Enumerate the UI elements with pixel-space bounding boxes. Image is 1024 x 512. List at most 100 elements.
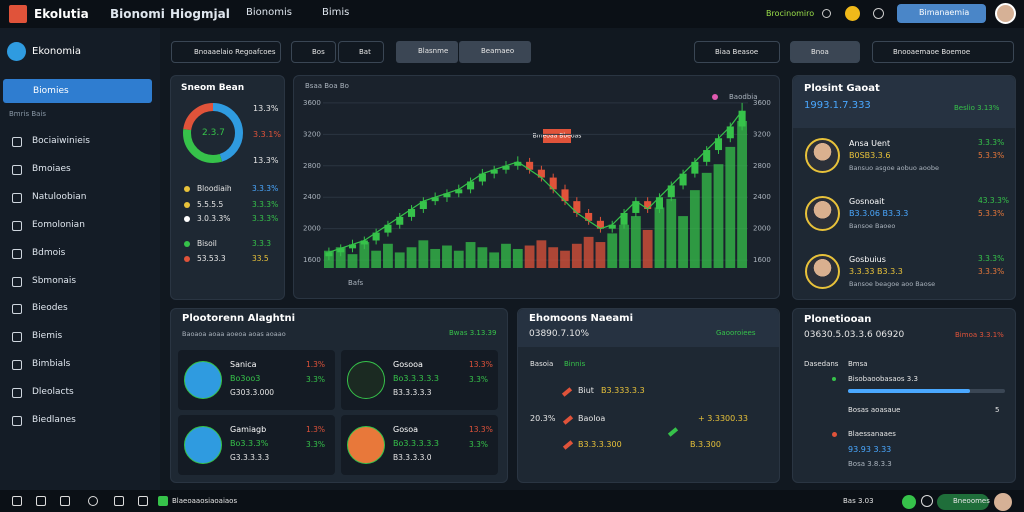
badge: Beslio 3.13% bbox=[954, 104, 1000, 112]
menu-icon bbox=[12, 248, 22, 259]
menu-icon bbox=[12, 276, 22, 287]
volume-bar bbox=[406, 247, 417, 268]
dropdown[interactable]: Biaa Beasoe bbox=[694, 41, 780, 63]
task-icon[interactable] bbox=[114, 496, 124, 506]
volume-bar bbox=[689, 190, 700, 268]
clock: Bas 3.03 bbox=[843, 497, 874, 505]
panel-value: 03890.7.10% bbox=[529, 329, 590, 339]
menu-item[interactable]: Biedlanes bbox=[32, 415, 76, 425]
search[interactable]: Bnoaaelaio Regoafcoes bbox=[171, 41, 281, 63]
volume-bar bbox=[512, 248, 523, 268]
menu-item[interactable]: Bmoiaes bbox=[32, 163, 71, 174]
candle-body bbox=[325, 252, 333, 257]
person-pct: 43.3.3% bbox=[978, 196, 1009, 205]
nav-item[interactable]: Bionomi bbox=[110, 7, 165, 21]
volume-bar bbox=[701, 172, 712, 268]
row-value: 3.3.3% bbox=[252, 200, 279, 209]
button[interactable]: Bimanaemia bbox=[897, 4, 986, 23]
menu-item[interactable]: Dleolacts bbox=[32, 387, 74, 398]
task-icon[interactable] bbox=[36, 496, 46, 506]
tab[interactable]: Beamaeo bbox=[459, 41, 531, 63]
task-icon[interactable] bbox=[12, 496, 22, 506]
task-icon[interactable] bbox=[138, 496, 148, 506]
row-value: 3.3.3 bbox=[252, 239, 272, 248]
card-title: Sanica bbox=[230, 360, 257, 369]
nav-item[interactable]: Bimis bbox=[322, 7, 350, 18]
person-pct: 3.3.3% bbox=[978, 138, 1005, 147]
volume-bar bbox=[630, 216, 641, 268]
legend: Bsaa Boa Bo bbox=[305, 82, 349, 90]
volume-bar bbox=[536, 240, 547, 268]
card-pct: 3.3% bbox=[306, 375, 326, 384]
candle-body bbox=[443, 193, 451, 198]
candle-body bbox=[408, 209, 416, 217]
flow-text: B3.333.3.3 bbox=[601, 386, 645, 395]
candle-body bbox=[396, 216, 404, 225]
volume-bar bbox=[548, 247, 559, 268]
active-item[interactable]: Biomies bbox=[3, 79, 152, 103]
dropdown[interactable]: Bnooaemaoe Boemoe bbox=[872, 41, 1014, 63]
person-value: B0SB3.3.6 bbox=[849, 151, 891, 160]
avatar bbox=[805, 138, 840, 173]
dot bbox=[184, 241, 190, 247]
candle-body bbox=[526, 161, 534, 170]
row-label: Bisoil bbox=[197, 239, 217, 248]
menu-item[interactable]: Bimbials bbox=[32, 359, 71, 370]
candle-body bbox=[419, 201, 427, 210]
tab[interactable]: Blasnme bbox=[396, 41, 458, 63]
dropdown[interactable]: Bos bbox=[291, 41, 336, 63]
card-icon bbox=[184, 361, 222, 399]
card-sub: G303.3.000 bbox=[230, 388, 274, 397]
y2-tick-label: 2400 bbox=[753, 193, 771, 201]
flow-text: B3.3.3.300 bbox=[578, 440, 622, 449]
person-value: B3.3.06 B3.3.3 bbox=[849, 209, 909, 218]
person-name: Gosnoait bbox=[849, 197, 885, 206]
logo bbox=[9, 5, 27, 23]
menu-icon bbox=[12, 416, 22, 426]
row-value: 3.3.3% bbox=[252, 214, 279, 223]
avatar bbox=[805, 196, 840, 231]
flow-text: 20.3% bbox=[530, 414, 556, 423]
dropdown[interactable]: Bat bbox=[338, 41, 384, 63]
panel-title: Plosint Gaoat bbox=[804, 83, 880, 94]
volume-bar bbox=[501, 243, 511, 268]
menu-item[interactable]: Bociaiwinieis bbox=[32, 136, 90, 146]
badge bbox=[543, 129, 571, 143]
volume-bar bbox=[666, 198, 677, 268]
task-app: Blaeoaaosiaoaiaos bbox=[172, 497, 238, 505]
volume-bar bbox=[430, 248, 441, 268]
status: Brocinomiro bbox=[766, 9, 815, 18]
candle-body bbox=[620, 212, 628, 225]
donut-label: 2.3.7 bbox=[202, 128, 225, 138]
menu-item[interactable]: Biemis bbox=[32, 331, 63, 342]
candle-body bbox=[431, 197, 439, 202]
task-icon[interactable] bbox=[60, 496, 70, 506]
nav-item[interactable]: Hiogmjal bbox=[170, 7, 230, 21]
menu-item[interactable]: Eomolonian bbox=[32, 219, 85, 230]
volume-bar bbox=[347, 254, 358, 268]
nav-item[interactable]: Bionomis bbox=[246, 7, 292, 18]
user-pill[interactable]: Bneoomes bbox=[937, 494, 990, 510]
menu-item[interactable]: Natuloobian bbox=[32, 191, 87, 202]
volume-bar bbox=[383, 243, 393, 268]
sidebar-logo bbox=[7, 42, 26, 61]
volume-bar bbox=[371, 250, 382, 268]
dropdown[interactable]: Bnoa bbox=[790, 41, 860, 63]
panel-value: 1993.1.7.333 bbox=[804, 100, 871, 111]
dot bbox=[832, 432, 837, 437]
menu-item[interactable]: Sbmonais bbox=[32, 275, 77, 286]
candle-body bbox=[455, 189, 463, 194]
person-name: Ansa Uent bbox=[849, 139, 891, 148]
volume-bar bbox=[619, 224, 629, 268]
volume-bar bbox=[524, 245, 535, 268]
task-icon[interactable] bbox=[88, 496, 98, 506]
menu-item[interactable]: Bdmois bbox=[32, 247, 66, 258]
flow-text: Baoloa bbox=[578, 414, 606, 423]
candle-body bbox=[502, 165, 510, 170]
row-label: 53.53.3 bbox=[197, 254, 226, 263]
menu-item[interactable]: Bieodes bbox=[32, 303, 68, 314]
panel bbox=[792, 308, 1016, 483]
task-icon[interactable] bbox=[158, 496, 168, 506]
panel-header bbox=[793, 76, 1015, 128]
candle-body bbox=[679, 173, 687, 186]
